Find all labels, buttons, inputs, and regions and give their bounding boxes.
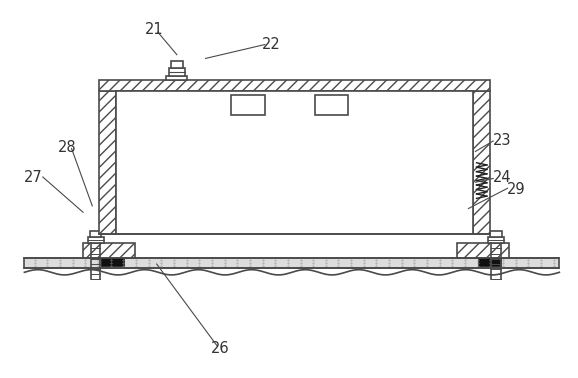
Bar — [99, 91, 116, 234]
Text: 29: 29 — [507, 181, 525, 197]
Bar — [169, 68, 185, 76]
Bar — [99, 80, 490, 91]
Bar — [457, 243, 509, 259]
Text: 22: 22 — [262, 37, 281, 52]
Text: 23: 23 — [492, 133, 511, 148]
Text: 27: 27 — [24, 170, 42, 185]
Bar — [171, 61, 183, 68]
Bar — [315, 95, 349, 115]
Bar — [83, 243, 135, 259]
Bar — [101, 259, 124, 266]
Text: 26: 26 — [210, 341, 229, 356]
Bar — [166, 76, 187, 80]
Text: 28: 28 — [58, 140, 77, 155]
Bar — [490, 231, 502, 237]
Text: 24: 24 — [492, 170, 511, 185]
Bar — [488, 237, 504, 243]
Bar — [477, 259, 501, 266]
Bar — [24, 259, 560, 268]
Bar — [473, 91, 490, 234]
Bar — [231, 95, 265, 115]
Bar — [90, 231, 102, 237]
Bar — [116, 91, 473, 234]
Text: 21: 21 — [144, 22, 163, 37]
Bar — [88, 237, 104, 243]
